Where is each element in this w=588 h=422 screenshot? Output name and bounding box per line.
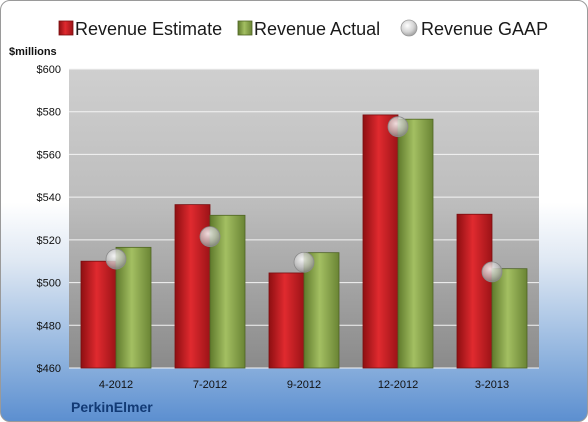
- x-tick-label: 4-2012: [99, 379, 133, 391]
- bar-revenue-estimate: [268, 272, 305, 369]
- marker-revenue-gaap: [481, 261, 503, 283]
- x-tick-label: 3-2013: [475, 379, 509, 391]
- legend-marker-gaap: [400, 19, 418, 37]
- y-tick-label: $600: [37, 64, 61, 76]
- y-tick-label: $480: [37, 320, 61, 332]
- marker-revenue-gaap: [199, 226, 221, 248]
- bar-revenue-estimate: [456, 213, 493, 369]
- legend-label-gaap: Revenue GAAP: [421, 19, 548, 39]
- y-axis: $460 $480 $500 $520 $540 $560 $580 $600: [37, 64, 61, 375]
- y-tick-label: $460: [37, 363, 61, 375]
- bar-revenue-actual: [303, 252, 340, 369]
- bar-revenue-estimate: [362, 114, 399, 369]
- x-tick-label: 7-2012: [193, 379, 227, 391]
- marker-revenue-gaap: [387, 116, 409, 138]
- legend: Revenue Estimate Revenue Actual Revenue …: [58, 19, 548, 39]
- y-tick-label: $580: [37, 107, 61, 119]
- bar-revenue-estimate: [80, 260, 117, 369]
- marker-revenue-gaap: [293, 251, 315, 273]
- y-tick-label: $540: [37, 192, 61, 204]
- legend-swatch-estimate: [58, 20, 74, 36]
- y-tick-label: $520: [37, 235, 61, 247]
- x-tick-label: 9-2012: [287, 379, 321, 391]
- legend-label-estimate: Revenue Estimate: [75, 19, 222, 39]
- marker-revenue-gaap: [105, 248, 127, 270]
- y-tick-label: $560: [37, 149, 61, 161]
- x-tick-label: 12-2012: [378, 379, 418, 391]
- y-tick-label: $500: [37, 278, 61, 290]
- legend-swatch-actual: [237, 20, 253, 36]
- bars: [80, 114, 528, 369]
- gaap-markers: [105, 116, 503, 283]
- bar-revenue-actual: [491, 268, 528, 369]
- bar-revenue-actual: [397, 118, 434, 369]
- company-name: PerkinElmer: [71, 399, 153, 415]
- legend-label-actual: Revenue Actual: [254, 19, 380, 39]
- unit-label: $millions: [9, 46, 57, 58]
- x-axis: 4-2012 7-2012 9-2012 12-2012 3-2013: [99, 379, 509, 391]
